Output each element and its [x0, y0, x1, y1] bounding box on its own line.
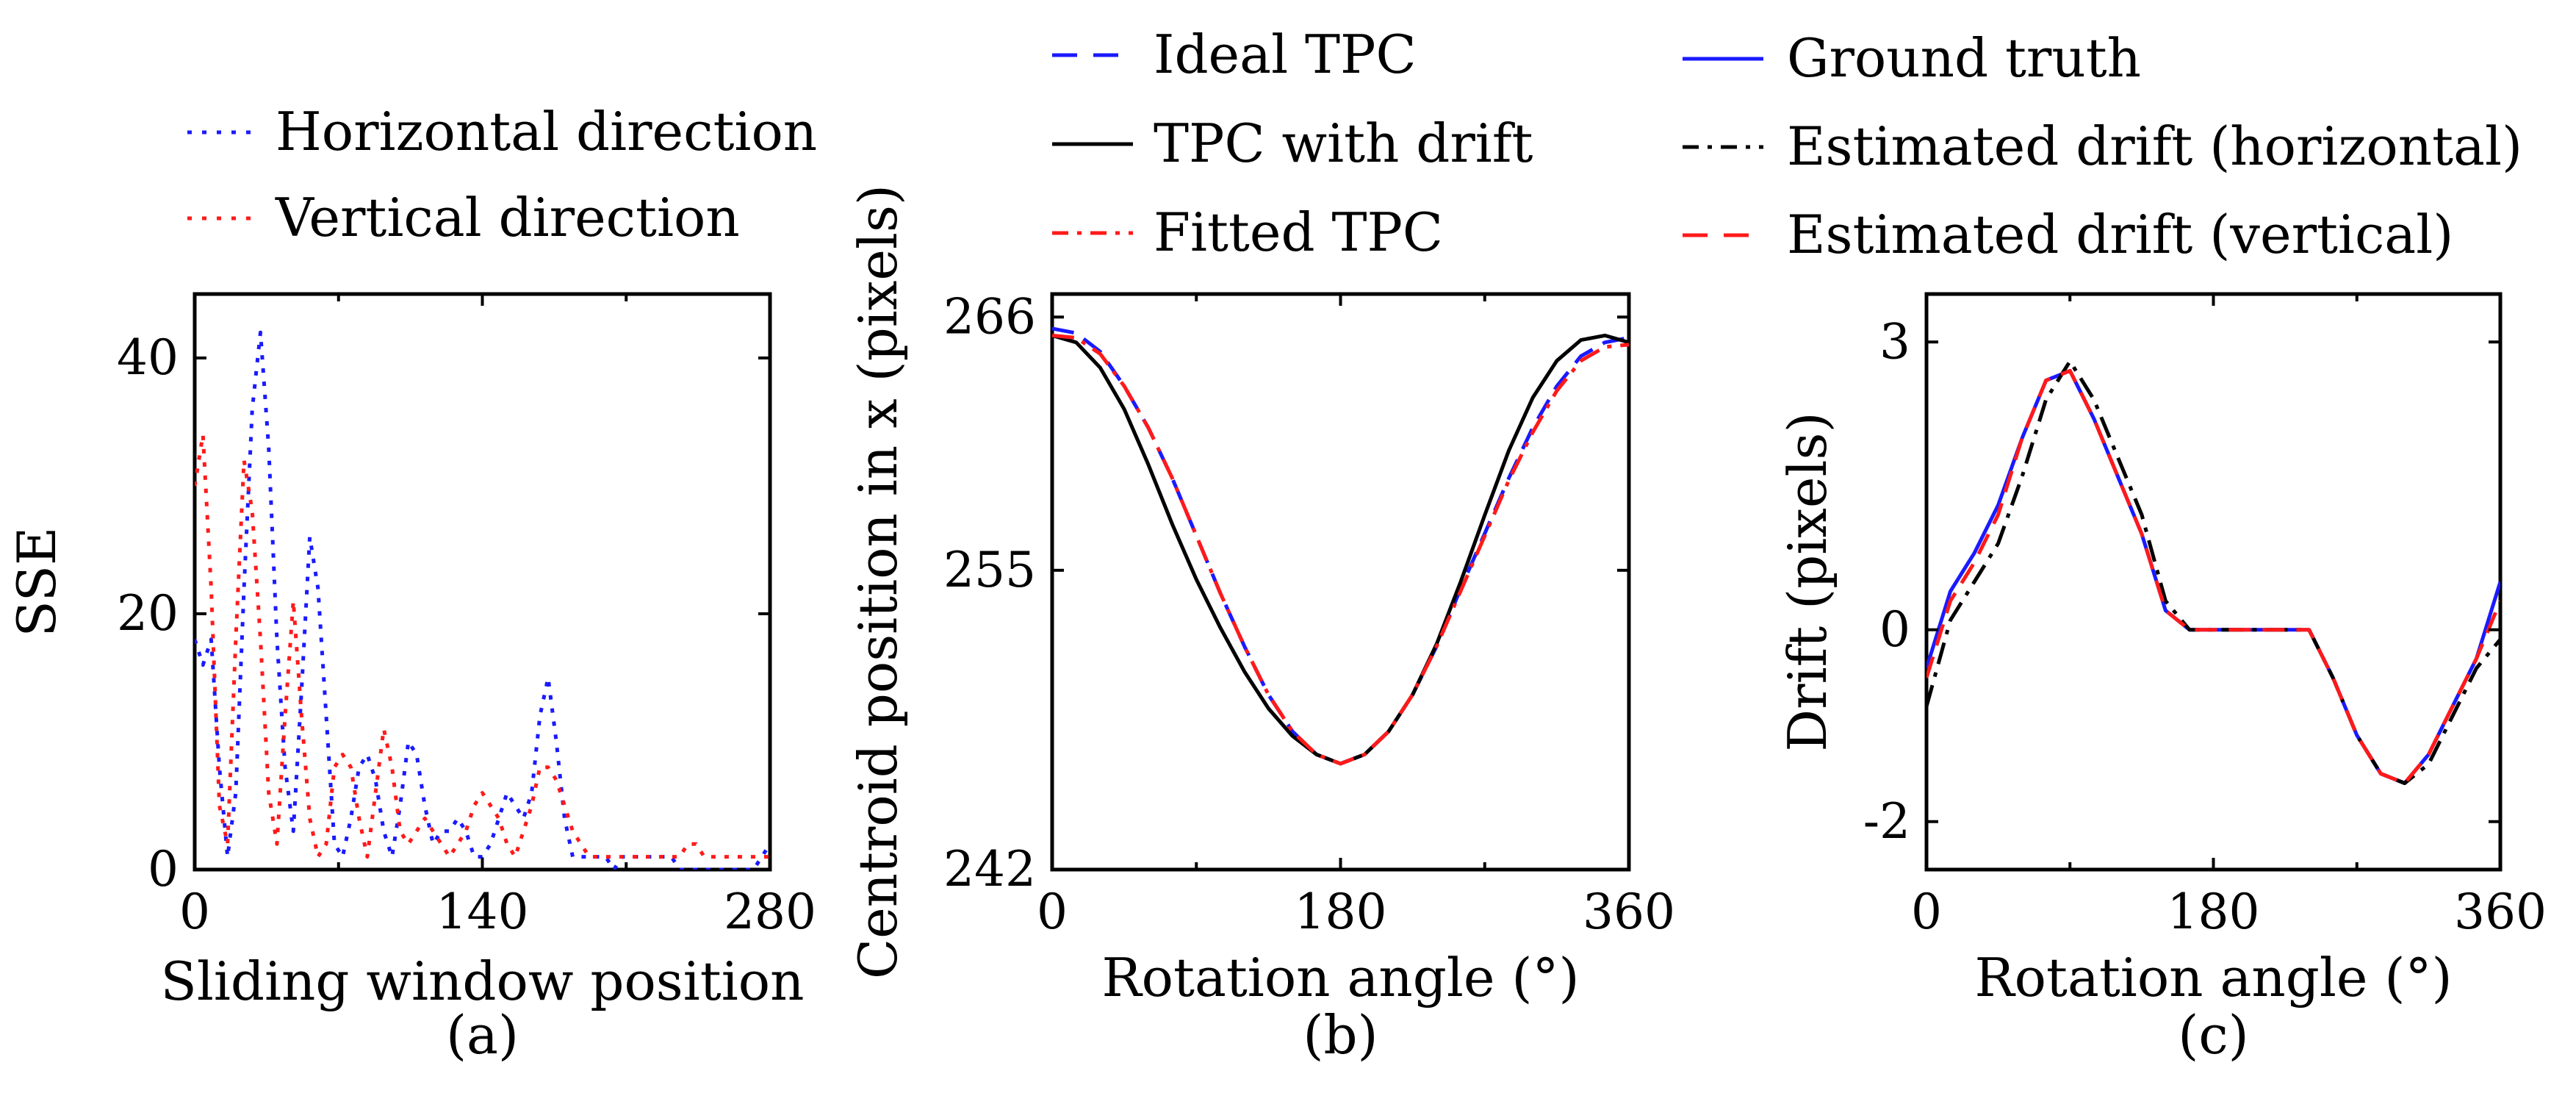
legend-label: Vertical direction [275, 187, 740, 248]
x-tick-label: 180 [1295, 884, 1387, 940]
x-axis-label: Rotation angle (°) [1974, 947, 2452, 1009]
y-tick-label: 242 [943, 841, 1036, 898]
panel-label: (c) [2178, 1004, 2249, 1066]
y-tick-label: 0 [1879, 601, 1910, 658]
y-axis-label: Drift (pixels) [1777, 412, 1838, 751]
legend-label: Ground truth [1787, 27, 2141, 89]
y-axis-label: Centroid position in x (pixels) [847, 184, 909, 979]
series-line-horizontal-direction [195, 330, 770, 870]
series-line-estimated-drift-horizontal- [1926, 359, 2500, 785]
legend-label: TPC with drift [1154, 112, 1533, 174]
y-tick-label: 0 [148, 841, 179, 898]
panel-a: 0 140 280 0 20 40 Sliding window position SSE (a… [6, 101, 817, 1066]
legend-label: Estimated drift (vertical) [1787, 204, 2453, 265]
x-tick-label: 280 [724, 884, 816, 940]
x-tick-label: 0 [1037, 884, 1068, 940]
y-tick-label: 20 [117, 585, 179, 642]
x-axis-label: Sliding window position [161, 950, 805, 1012]
legend-label: Estimated drift (horizontal) [1787, 115, 2522, 177]
x-tick-label: 360 [1583, 884, 1675, 940]
x-tick-label: 360 [2454, 884, 2547, 940]
panel-label: (a) [446, 1004, 519, 1066]
panel-b: 0 180 360 242 255 266 Rotation angle (°) Centro… [847, 24, 1675, 1066]
series-line-fitted-tpc [1052, 333, 1629, 766]
series-line-vertical-direction [195, 432, 770, 859]
legend-label: Fitted TPC [1154, 201, 1443, 263]
y-tick-label: -2 [1863, 793, 1910, 850]
y-tick-label: 255 [943, 542, 1036, 598]
series-line-estimated-drift-vertical- [1926, 368, 2500, 785]
x-axis-label: Rotation angle (°) [1101, 947, 1579, 1009]
y-tick-label: 40 [117, 329, 179, 386]
legend-label: Horizontal direction [276, 101, 817, 162]
y-tick-label: 266 [943, 288, 1036, 345]
x-tick-label: 0 [1911, 884, 1942, 940]
x-tick-label: 140 [436, 884, 529, 940]
legend-label: Ideal TPC [1154, 24, 1417, 85]
x-tick-label: 0 [179, 884, 210, 940]
panel-label: (b) [1303, 1004, 1378, 1066]
x-tick-label: 180 [2167, 884, 2260, 940]
y-axis-label: SSE [6, 527, 68, 637]
y-tick-label: 3 [1879, 313, 1910, 370]
